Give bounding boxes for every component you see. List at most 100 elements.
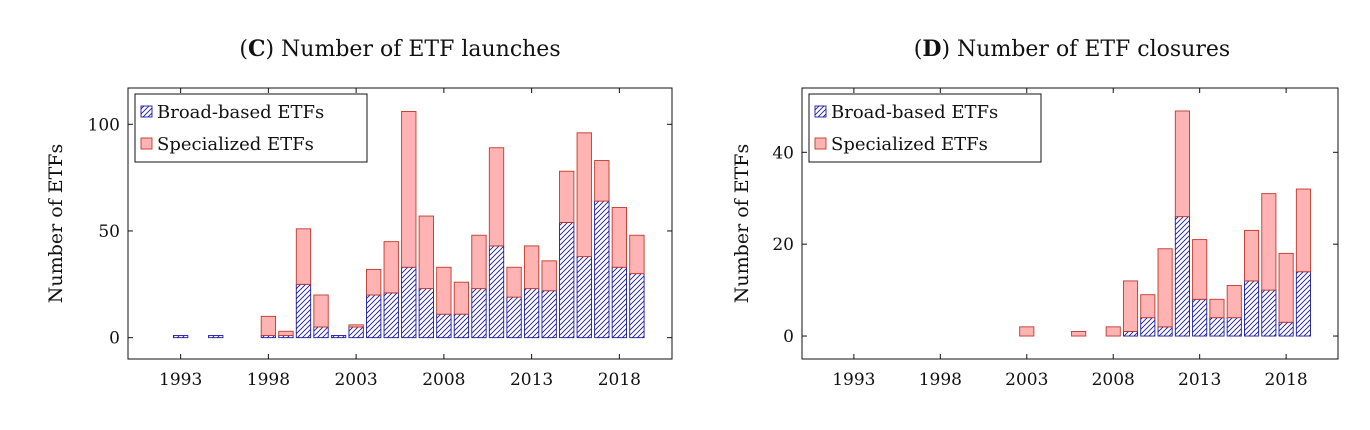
bar-specialized-2014 xyxy=(541,260,557,292)
bar-specialized-2009 xyxy=(1122,280,1139,332)
bar-specialized-2006 xyxy=(1071,330,1087,337)
x-tick-label: 2013 xyxy=(510,370,553,390)
bar-broad-2017 xyxy=(594,200,610,339)
x-tick-label: 1998 xyxy=(919,370,962,390)
bar-broad-2012 xyxy=(506,296,522,339)
bar-specialized-2006 xyxy=(401,111,417,268)
y-tick-label: 0 xyxy=(783,327,794,347)
legend-label-broad: Broad-based ETFs xyxy=(157,102,324,123)
bar-specialized-2019 xyxy=(1295,188,1311,273)
bar-broad-2009 xyxy=(1122,330,1139,337)
bar-specialized-2019 xyxy=(629,234,645,275)
bar-broad-2006 xyxy=(401,266,417,339)
bar-specialized-2013 xyxy=(523,245,540,290)
bar-broad-2008 xyxy=(436,313,452,339)
x-tick-label: 1998 xyxy=(247,370,290,390)
chart-title: (C) Number of ETF launches xyxy=(239,36,560,62)
x-tick-label: 2008 xyxy=(422,370,465,390)
bar-broad-2009 xyxy=(453,313,470,339)
bar-broad-2016 xyxy=(576,256,592,339)
bar-broad-2015 xyxy=(1226,317,1242,337)
bar-specialized-2015 xyxy=(1226,285,1242,319)
bar-broad-1995 xyxy=(208,335,224,339)
bar-specialized-2016 xyxy=(1244,229,1260,282)
bar-broad-2014 xyxy=(1209,317,1225,337)
bar-broad-2013 xyxy=(1192,298,1208,337)
bar-broad-2003 xyxy=(348,326,364,339)
bar-specialized-2003 xyxy=(348,324,364,328)
legend-label-specialized: Specialized ETFs xyxy=(831,134,988,155)
bar-specialized-2015 xyxy=(559,170,575,223)
bar-broad-2018 xyxy=(611,266,627,339)
bar-broad-2011 xyxy=(1157,326,1173,337)
legend: Broad-based ETFs Specialized ETFs xyxy=(808,93,1042,163)
bar-specialized-2008 xyxy=(1105,326,1121,337)
bar-specialized-2010 xyxy=(471,234,487,290)
chart-panel-c: (C) Number of ETF launches 0 50 100 1993 1998… xyxy=(45,36,673,390)
y-tick-label: 100 xyxy=(88,115,120,135)
bar-specialized-1999 xyxy=(278,330,294,336)
chart-panel-d: (D) Number of ETF closures 0 20 40 1993 1998 2… xyxy=(731,36,1339,390)
legend-swatch-broad xyxy=(140,105,153,118)
bar-broad-2017 xyxy=(1261,289,1277,337)
bar-specialized-2008 xyxy=(436,266,452,315)
x-tick-label: 2018 xyxy=(1264,370,1307,390)
legend-box xyxy=(808,93,1042,163)
bar-specialized-2018 xyxy=(611,207,627,268)
bar-broad-2012 xyxy=(1174,216,1190,337)
bar-broad-2004 xyxy=(366,294,382,339)
legend-swatch-broad xyxy=(814,105,827,118)
legend-label-broad: Broad-based ETFs xyxy=(831,102,998,123)
bar-specialized-2017 xyxy=(1261,193,1277,291)
bar-broad-2019 xyxy=(629,273,645,339)
bar-specialized-2005 xyxy=(383,241,399,294)
chart-title: (D) Number of ETF closures xyxy=(914,36,1230,62)
y-tick-label: 50 xyxy=(98,222,120,242)
bar-specialized-2003 xyxy=(1019,326,1035,337)
x-tick-label: 1993 xyxy=(159,370,202,390)
x-tick-label: 2003 xyxy=(334,370,377,390)
x-tick-label: 2003 xyxy=(1005,370,1048,390)
x-tick-label: 2008 xyxy=(1092,370,1135,390)
bar-broad-2018 xyxy=(1278,321,1294,337)
legend-label-specialized: Specialized ETFs xyxy=(157,134,314,155)
legend-swatch-specialized xyxy=(814,137,827,150)
legend-swatch-specialized xyxy=(140,137,153,150)
bar-specialized-2013 xyxy=(1192,239,1208,300)
x-tick-label: 2013 xyxy=(1178,370,1221,390)
bar-broad-2010 xyxy=(471,288,487,339)
legend-box xyxy=(134,93,368,163)
bar-broad-2010 xyxy=(1140,317,1156,337)
y-axis-label: Number of ETFs xyxy=(45,144,67,303)
bar-broad-2001 xyxy=(313,326,329,339)
y-axis-label: Number of ETFs xyxy=(731,144,753,303)
bar-specialized-1998 xyxy=(260,315,277,336)
bar-specialized-2011 xyxy=(1157,248,1173,328)
bar-broad-2014 xyxy=(541,290,557,339)
bar-specialized-2011 xyxy=(488,147,505,247)
bar-specialized-2004 xyxy=(366,268,382,296)
bar-specialized-2018 xyxy=(1278,252,1294,323)
bar-broad-2019 xyxy=(1295,271,1311,337)
bar-specialized-2010 xyxy=(1140,294,1156,319)
plot-frame xyxy=(127,87,673,360)
y-tick-label: 0 xyxy=(109,329,120,349)
bar-broad-2002 xyxy=(330,335,347,339)
bar-specialized-2016 xyxy=(576,132,592,258)
bar-specialized-2001 xyxy=(313,294,329,328)
bar-specialized-2009 xyxy=(453,281,470,315)
bar-broad-2016 xyxy=(1244,280,1260,337)
bar-broad-2015 xyxy=(559,221,575,339)
bar-specialized-2017 xyxy=(594,160,610,202)
bar-broad-2007 xyxy=(418,288,434,339)
bar-specialized-2012 xyxy=(1174,110,1190,218)
bar-specialized-2012 xyxy=(506,266,522,298)
bar-broad-2011 xyxy=(488,245,505,339)
bar-specialized-2000 xyxy=(295,228,312,285)
bar-broad-2005 xyxy=(383,292,399,339)
bar-specialized-2007 xyxy=(418,215,434,290)
x-tick-label: 1993 xyxy=(832,370,875,390)
bar-broad-1993 xyxy=(173,335,189,339)
